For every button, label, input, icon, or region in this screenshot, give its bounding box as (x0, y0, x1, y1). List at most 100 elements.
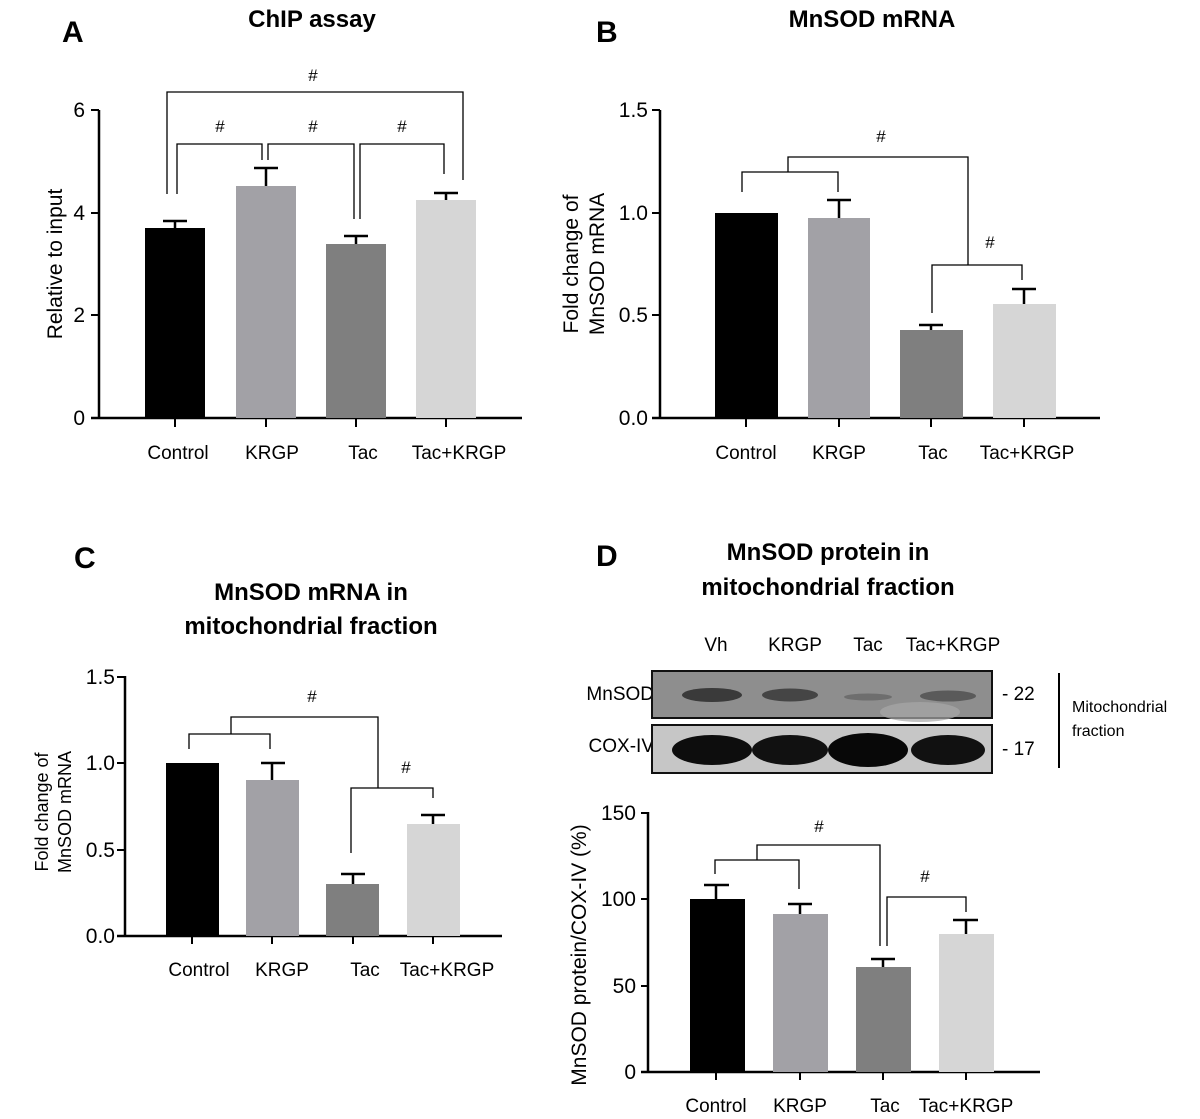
x-tick-label: Tac+KRGP (919, 1096, 1014, 1117)
bar-tac-krgp (939, 934, 994, 1072)
x-tick-label: Tac (918, 443, 948, 464)
error-bars-b (827, 198, 1036, 330)
significance-mark: # (307, 687, 317, 706)
blot-band (682, 688, 742, 702)
blot-row-label: COX-IV (589, 736, 655, 757)
blot-band (828, 733, 908, 767)
bar-krgp (808, 218, 870, 418)
blot-band (920, 690, 976, 702)
x-tick-label: Tac (350, 960, 380, 981)
x-tick-label: Tac (348, 443, 378, 464)
x-tick-label: Control (715, 443, 776, 464)
significance-mark: # (876, 127, 886, 146)
panel-b: B MnSOD mRNA 0.0 0.5 1.0 1.5 Fold change… (560, 6, 1100, 464)
y-tick-label: 0.5 (619, 304, 648, 327)
y-ticks-a (91, 109, 447, 427)
chart-title-b: MnSOD mRNA (789, 6, 956, 33)
western-blot: Vh KRGP Tac Tac+KRGP MnSOD COX-IV - 22 -… (586, 635, 1167, 774)
bar-tac-krgp (993, 304, 1056, 418)
panel-d: D MnSOD protein in mitochondrial fractio… (568, 539, 1167, 1117)
x-tick-label: Tac (870, 1096, 900, 1117)
bar-control (166, 763, 219, 936)
bar-tac (326, 244, 386, 418)
significance-brackets-b (741, 156, 1023, 313)
chart-title-d-line1: MnSOD protein in (727, 539, 930, 566)
significance-brackets-a (166, 91, 464, 219)
panel-a: A ChIP assay 0 2 4 6 Relative to input (44, 6, 522, 464)
blot-lane-label: Tac (853, 635, 883, 656)
significance-brackets-d (714, 844, 967, 946)
fraction-label-line1: Mitochondrial (1072, 699, 1167, 716)
bar-tac-krgp (416, 200, 476, 418)
bar-krgp (773, 914, 828, 1072)
y-axis-label-b-line1: Fold change of (560, 194, 583, 333)
blot-row-label: MnSOD (586, 684, 654, 705)
x-tick-label: KRGP (245, 443, 299, 464)
chart-title-c-line2: mitochondrial fraction (184, 613, 437, 640)
y-tick-label: 0 (624, 1061, 636, 1084)
y-tick-label: 4 (73, 202, 85, 225)
mw-marker: - 22 (1002, 684, 1035, 705)
y-tick-label: 0 (73, 407, 85, 430)
panel-letter-d: D (596, 540, 618, 573)
y-tick-label: 1.5 (86, 666, 115, 689)
significance-mark: # (920, 867, 930, 886)
y-tick-label: 100 (601, 888, 636, 911)
y-tick-label: 1.0 (619, 202, 648, 225)
bar-tac-krgp (407, 824, 460, 936)
y-tick-label: 50 (613, 975, 636, 998)
blot-lane-label: Vh (704, 635, 727, 656)
y-tick-label: 1.0 (86, 752, 115, 775)
significance-mark: # (308, 66, 318, 85)
blot-band (672, 735, 752, 765)
y-tick-label: 0.0 (619, 407, 648, 430)
mw-marker: - 17 (1002, 739, 1035, 760)
y-ticks-b (652, 109, 1025, 427)
y-tick-label: 2 (73, 304, 85, 327)
significance-mark: # (308, 117, 318, 136)
x-tick-label: Tac+KRGP (980, 443, 1075, 464)
chart-title-a: ChIP assay (248, 6, 376, 33)
bar-control (715, 213, 778, 418)
significance-mark: # (814, 817, 824, 836)
x-tick-label: Control (685, 1096, 746, 1117)
x-tick-label: Control (147, 443, 208, 464)
panel-letter-b: B (596, 16, 618, 49)
y-tick-label: 1.5 (619, 99, 648, 122)
blot-band (762, 688, 818, 702)
x-tick-label: KRGP (773, 1096, 827, 1117)
panel-letter-a: A (62, 16, 84, 49)
y-tick-label: 6 (73, 99, 85, 122)
panel-c: C MnSOD mRNA in mitochondrial fraction 0… (32, 542, 502, 981)
bar-control (690, 899, 745, 1072)
fraction-label-line2: fraction (1072, 723, 1124, 740)
bar-tac (900, 330, 963, 418)
y-tick-label: 150 (601, 802, 636, 825)
x-tick-label: Tac+KRGP (400, 960, 495, 981)
x-tick-label: KRGP (255, 960, 309, 981)
bar-tac (856, 967, 911, 1072)
y-axis-label-c-line1: Fold change of (32, 751, 52, 871)
y-axis-label-d: MnSOD protein/COX-IV (%) (568, 824, 591, 1085)
blot-band (911, 735, 985, 765)
x-tick-label: Tac+KRGP (412, 443, 507, 464)
chart-title-c-line1: MnSOD mRNA in (214, 579, 408, 606)
significance-brackets-c (188, 716, 434, 853)
panel-letter-c: C (74, 542, 96, 575)
error-bars-c (261, 761, 445, 884)
error-bars-a (163, 166, 458, 244)
significance-mark: # (985, 233, 995, 252)
y-axis-label-c-line2: MnSOD mRNA (55, 751, 75, 873)
significance-mark: # (397, 117, 407, 136)
y-ticks-d (641, 812, 967, 1080)
error-bars-d (704, 883, 978, 967)
blot-band (844, 693, 892, 701)
y-axis-label-a: Relative to input (44, 189, 67, 340)
blot-band (752, 735, 828, 765)
y-axis-label-b-line2: MnSOD mRNA (586, 193, 609, 335)
bar-krgp (246, 780, 299, 936)
x-tick-label: Control (168, 960, 229, 981)
y-tick-label: 0.0 (86, 925, 115, 948)
x-tick-label: KRGP (812, 443, 866, 464)
